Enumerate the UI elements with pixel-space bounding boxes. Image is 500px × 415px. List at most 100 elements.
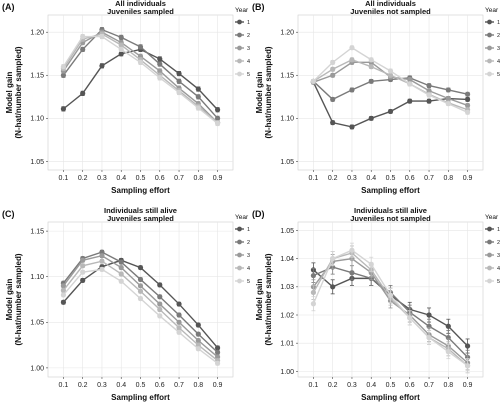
data-point: [157, 306, 163, 313]
data-point: [137, 283, 144, 289]
data-point: [214, 115, 221, 121]
data-point: [368, 57, 374, 63]
legend-label: 1: [497, 227, 500, 233]
panel-title: All individuals: [365, 0, 416, 8]
data-point: [195, 94, 201, 100]
data-point: [387, 292, 394, 298]
x-tick-label: 0.5: [136, 175, 146, 182]
data-point: [464, 109, 471, 115]
legend-swatch-point: [237, 71, 242, 77]
legend-swatch-point: [487, 252, 492, 258]
x-tick-label: 0.6: [155, 175, 165, 182]
data-point: [195, 346, 201, 352]
data-point: [368, 115, 374, 121]
legend-swatch-point: [237, 45, 242, 51]
y-axis-title: Model gain: [255, 279, 264, 321]
data-point: [60, 72, 67, 78]
x-tick-label: 0.8: [193, 382, 203, 389]
data-point: [118, 51, 124, 57]
data-point: [176, 70, 182, 77]
data-point: [195, 86, 201, 92]
x-tick-label: 0.8: [443, 382, 453, 389]
legend-swatch-point: [237, 252, 242, 258]
data-point: [137, 276, 144, 283]
y-tick-label: 1.05: [280, 228, 294, 235]
data-point: [60, 287, 67, 293]
y-tick-label: 1.15: [30, 229, 44, 236]
data-point: [426, 83, 432, 89]
x-tick-label: 0.2: [78, 382, 88, 389]
data-point: [176, 312, 182, 318]
y-tick-label: 1.10: [30, 116, 44, 123]
legend-swatch-point: [487, 58, 492, 64]
y-tick-label: 1.05: [30, 159, 44, 166]
data-point: [349, 87, 355, 93]
x-tick-label: 0.5: [386, 382, 396, 389]
data-point: [176, 329, 182, 335]
x-tick-label: 0.7: [424, 175, 434, 182]
legend-swatch-point: [487, 71, 492, 77]
y-tick-label: 1.10: [30, 274, 44, 281]
data-point: [99, 258, 105, 264]
data-point: [137, 288, 144, 294]
legend-swatch-point: [487, 45, 492, 51]
legend-label: 5: [247, 72, 250, 78]
data-point: [426, 98, 432, 104]
y-axis-title: Model gain: [255, 72, 264, 114]
data-point: [99, 249, 105, 255]
y-axis-title: (N-hat/number sampled): [14, 46, 23, 138]
data-point: [60, 64, 67, 70]
data-point: [387, 72, 394, 78]
x-tick-label: 0.4: [116, 382, 126, 389]
data-point: [214, 345, 221, 351]
data-point: [310, 289, 317, 296]
data-point: [99, 253, 105, 259]
legend-label: 3: [247, 46, 250, 52]
data-point: [118, 259, 124, 265]
legend-swatch-point: [487, 32, 492, 38]
legend-swatch-point: [487, 265, 492, 271]
y-tick-label: 1.15: [30, 73, 44, 80]
legend-label: 2: [497, 33, 500, 39]
data-point: [407, 81, 413, 87]
data-point: [445, 349, 451, 355]
legend-swatch-point: [237, 19, 242, 25]
legend-swatch-point: [237, 278, 242, 284]
y-tick-label: 1.01: [280, 341, 294, 348]
data-point: [80, 277, 86, 283]
data-point: [137, 295, 144, 302]
data-point: [310, 301, 317, 307]
data-point: [368, 64, 374, 70]
legend-label: 5: [497, 72, 500, 78]
x-axis-title: Sampling effort: [361, 186, 420, 195]
x-tick-label: 0.8: [193, 175, 203, 182]
data-point: [195, 342, 201, 348]
data-point: [60, 299, 67, 305]
y-axis-title: Model gain: [5, 279, 14, 321]
data-point: [118, 264, 124, 271]
legend-label: 2: [247, 33, 250, 39]
y-tick-label: 1.20: [30, 30, 44, 37]
x-tick-label: 0.2: [328, 175, 338, 182]
data-point: [349, 45, 355, 51]
data-point: [445, 87, 451, 93]
panel-letter: (A): [2, 2, 15, 12]
panel-title: All individuals: [115, 0, 166, 8]
data-point: [349, 57, 355, 63]
data-point: [118, 46, 124, 53]
data-point: [157, 294, 163, 300]
data-point: [330, 66, 336, 72]
data-point: [157, 61, 163, 67]
y-axis-title: (N-hat/number sampled): [14, 253, 23, 345]
y-tick-label: 1.20: [280, 30, 294, 37]
x-axis-title: Sampling effort: [111, 186, 170, 195]
panel-letter: (B): [252, 2, 265, 12]
data-point: [99, 63, 105, 69]
legend-label: 3: [247, 253, 250, 259]
legend-swatch-point: [237, 265, 242, 271]
x-tick-label: 0.4: [366, 382, 376, 389]
data-point: [176, 319, 182, 325]
legend-swatch-point: [237, 239, 242, 245]
legend-swatch-point: [237, 226, 242, 232]
